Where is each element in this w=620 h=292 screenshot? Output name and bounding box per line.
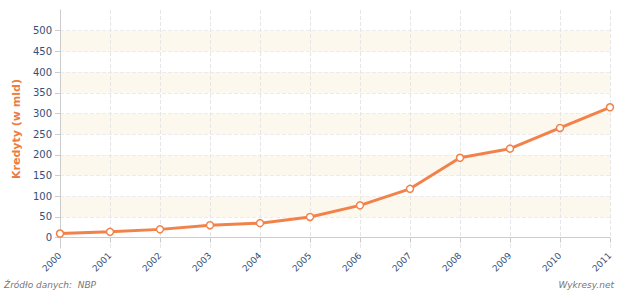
svg-text:Źródło danych: NBP: Źródło danych: NBP: [3, 279, 97, 290]
svg-text:2010: 2010: [540, 250, 563, 273]
svg-text:Wykresy.net: Wykresy.net: [558, 280, 614, 290]
svg-text:2002: 2002: [140, 250, 163, 273]
svg-text:450: 450: [33, 46, 52, 57]
svg-text:400: 400: [33, 67, 52, 78]
svg-text:2011: 2011: [590, 250, 613, 273]
svg-text:2009: 2009: [490, 250, 513, 273]
svg-text:2005: 2005: [290, 250, 313, 273]
svg-text:2003: 2003: [190, 250, 213, 273]
svg-text:300: 300: [33, 108, 52, 119]
svg-text:500: 500: [33, 25, 52, 36]
svg-text:2004: 2004: [240, 250, 263, 273]
svg-text:Kredyty (w mld): Kredyty (w mld): [10, 79, 23, 179]
svg-text:2007: 2007: [390, 250, 413, 273]
svg-text:100: 100: [33, 191, 52, 202]
svg-text:2000: 2000: [40, 250, 63, 273]
svg-text:50: 50: [39, 211, 52, 222]
svg-text:2006: 2006: [340, 250, 363, 273]
svg-text:0: 0: [46, 232, 52, 243]
svg-text:350: 350: [33, 87, 52, 98]
svg-text:150: 150: [33, 170, 52, 181]
svg-text:2001: 2001: [90, 250, 113, 273]
svg-text:200: 200: [33, 149, 52, 160]
svg-text:250: 250: [33, 129, 52, 140]
svg-text:2008: 2008: [440, 250, 463, 273]
